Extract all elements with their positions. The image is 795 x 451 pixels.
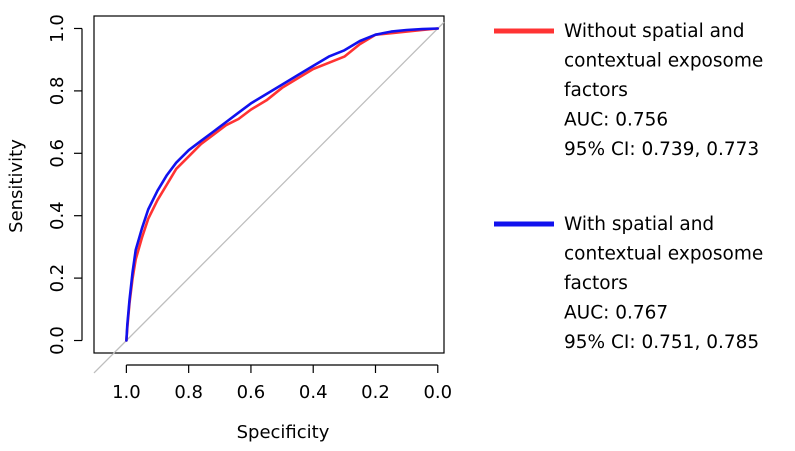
x-tick-label: 0.0 [423,382,452,403]
reference-layer [93,21,445,374]
x-tick-label: 0.8 [174,382,203,403]
reference-diagonal [93,21,445,374]
legend-text-line: AUC: 0.767 [564,303,668,324]
y-axis-label: Sensitivity [6,139,27,233]
x-axis-label: Specificity [237,422,330,443]
x-axis: 1.0 0.8 0.6 0.4 0.2 0.0 [112,364,452,403]
y-axis: 0.0 0.2 0.4 0.6 0.8 1.0 [47,14,83,355]
y-tick-label: 0.6 [47,139,68,168]
roc-curve-with-exposome [125,27,440,342]
legend-text-line: AUC: 0.756 [564,110,668,131]
legend-text-line: With spatial and [564,214,714,235]
legend-text-line: factors [564,273,628,294]
x-tick-label: 1.0 [112,382,141,403]
plot-frame [93,15,445,354]
roc-curve-without-exposome [125,27,440,342]
y-tick-label: 0.4 [47,201,68,230]
y-tick-label: 1.0 [47,14,68,43]
series-layer [125,27,440,342]
legend-text-line: contextual exposome [564,244,763,265]
legend-text-line: factors [564,80,628,101]
legend-text-line: 95% CI: 0.751, 0.785 [564,332,759,353]
legend-text-line: 95% CI: 0.739, 0.773 [564,139,759,160]
x-tick-label: 0.2 [361,382,390,403]
x-tick-label: 0.6 [237,382,266,403]
x-tick-label: 0.4 [299,382,328,403]
y-tick-label: 0.0 [47,326,68,355]
y-tick-label: 0.8 [47,77,68,106]
y-tick-label: 0.2 [47,264,68,293]
legend: Without spatial and contextual exposome fa… [494,21,763,353]
legend-text-line: contextual exposome [564,51,763,72]
legend-text-line: Without spatial and [564,21,744,42]
